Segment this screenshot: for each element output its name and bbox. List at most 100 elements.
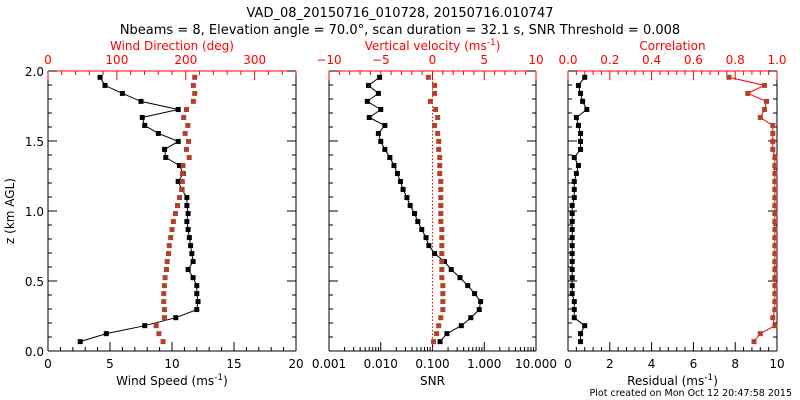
- data-point: [770, 122, 776, 128]
- data-point: [438, 186, 444, 192]
- data-point: [181, 114, 187, 120]
- data-point: [138, 98, 144, 104]
- data-point: [457, 275, 463, 281]
- y-tick-label: 1.0: [25, 205, 44, 219]
- top-tick-label: 0.0: [558, 53, 577, 67]
- data-point: [180, 163, 186, 168]
- data-point: [182, 130, 188, 136]
- data-point: [772, 195, 778, 201]
- data-point: [97, 74, 103, 80]
- data-point: [573, 114, 579, 120]
- data-point: [163, 267, 169, 273]
- data-point: [448, 267, 454, 273]
- data-point: [194, 291, 200, 297]
- data-point: [179, 178, 185, 184]
- data-point: [772, 178, 778, 184]
- data-point: [184, 203, 190, 209]
- data-point: [770, 315, 776, 321]
- data-point: [163, 155, 169, 161]
- top-tick-label: 0.6: [684, 53, 703, 67]
- data-point: [584, 107, 590, 112]
- data-point: [194, 307, 200, 313]
- data-point: [397, 178, 403, 184]
- data-point: [582, 74, 588, 80]
- data-point: [465, 283, 471, 289]
- data-point: [190, 259, 196, 265]
- x-axis-label: Residual (ms-1): [627, 373, 718, 388]
- top-axis-label-end: ): [496, 39, 501, 53]
- data-point: [571, 315, 577, 321]
- data-point: [578, 138, 584, 144]
- data-point: [772, 283, 778, 289]
- data-point: [161, 299, 167, 305]
- data-point: [444, 331, 450, 337]
- top-tick-label: 10: [528, 53, 543, 67]
- data-point: [407, 203, 413, 209]
- x-axis-label-sup: -1: [214, 373, 223, 383]
- data-point: [192, 90, 198, 96]
- data-point: [571, 178, 577, 184]
- top-tick-label: 0.8: [726, 53, 745, 67]
- data-point: [175, 138, 181, 144]
- data-point: [170, 219, 176, 224]
- series-wind-direction: [153, 74, 198, 345]
- data-point: [162, 275, 168, 281]
- data-point: [77, 339, 83, 345]
- data-point: [438, 315, 444, 321]
- x-tick-label: 10: [164, 357, 179, 371]
- data-point: [468, 315, 474, 321]
- data-point: [437, 170, 443, 176]
- x-tick-label: 10.000: [515, 357, 557, 371]
- data-point: [575, 122, 581, 128]
- data-point: [569, 291, 575, 297]
- top-tick-label: 0: [44, 53, 52, 67]
- data-point: [378, 138, 384, 144]
- data-point: [751, 339, 757, 345]
- y-tick-label: 0.0: [25, 345, 44, 359]
- top-tick-label: 0: [429, 53, 437, 67]
- data-point: [476, 307, 482, 313]
- data-point: [438, 203, 444, 209]
- data-point: [772, 291, 778, 297]
- data-point: [412, 211, 418, 217]
- data-point: [139, 114, 145, 120]
- data-point: [425, 74, 431, 80]
- data-point: [161, 315, 167, 321]
- data-point: [375, 130, 381, 136]
- data-point: [433, 107, 439, 112]
- data-point: [772, 243, 778, 249]
- data-point: [185, 226, 191, 232]
- data-point: [184, 219, 190, 224]
- title-line-1: VAD_08_20150716_010728, 20150716.010747: [247, 6, 554, 21]
- data-point: [772, 275, 778, 281]
- data-point: [478, 299, 484, 305]
- data-point: [432, 82, 438, 88]
- data-point: [162, 146, 168, 152]
- top-tick-label: 200: [174, 53, 197, 67]
- data-point: [192, 74, 198, 80]
- x-tick-label: 0: [564, 357, 572, 371]
- x-axis-label-sup: -1: [704, 373, 713, 383]
- data-point: [155, 130, 161, 136]
- x-tick-label: 5: [106, 357, 114, 371]
- data-point: [770, 130, 776, 136]
- top-tick-label: −10: [316, 53, 341, 67]
- data-point: [569, 243, 575, 249]
- data-point: [772, 259, 778, 265]
- top-tick-label: 300: [243, 53, 266, 67]
- data-point: [575, 163, 581, 168]
- data-point: [772, 226, 778, 232]
- data-point: [569, 283, 575, 289]
- data-point: [578, 339, 584, 345]
- data-point: [772, 323, 778, 329]
- data-point: [436, 323, 442, 329]
- data-point: [772, 219, 778, 224]
- data-point: [440, 283, 446, 289]
- data-point: [400, 186, 406, 192]
- x-tick-label: 8: [731, 357, 739, 371]
- data-point: [185, 267, 191, 273]
- data-point: [439, 275, 445, 281]
- data-point: [578, 90, 584, 96]
- data-point: [173, 315, 179, 321]
